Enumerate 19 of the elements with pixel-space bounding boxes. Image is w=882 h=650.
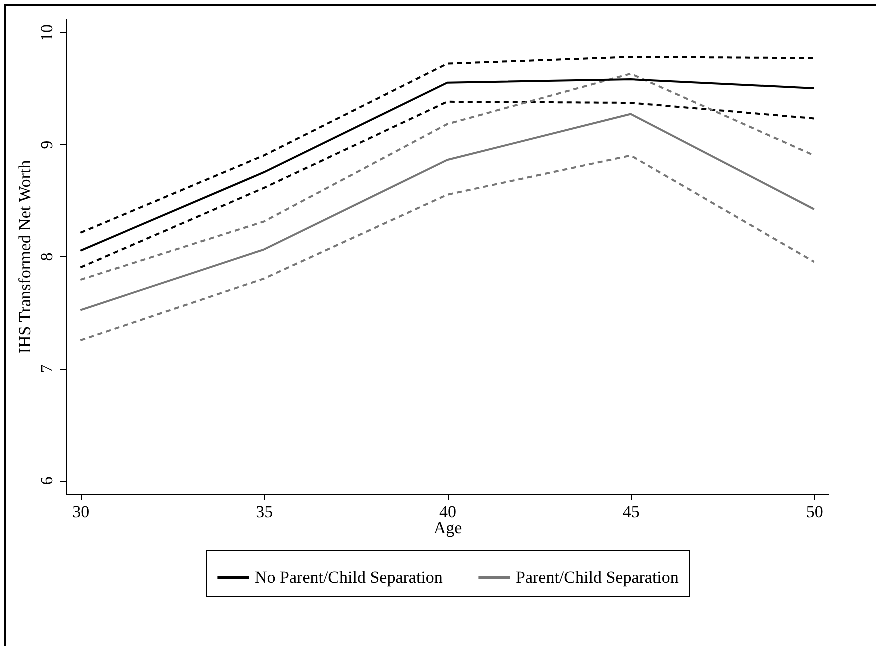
line-series xyxy=(80,113,816,312)
legend-label: No Parent/Child Separation xyxy=(255,568,444,587)
y-tick-label: 9 xyxy=(38,140,56,150)
x-tick-label: 30 xyxy=(72,502,90,522)
line-series xyxy=(80,56,816,234)
x-tick-label: 50 xyxy=(806,502,824,522)
y-tick-label: 8 xyxy=(38,252,56,262)
y-tick-label: 10 xyxy=(38,24,56,42)
line-series xyxy=(80,100,816,269)
line-series xyxy=(80,154,816,342)
y-tick-label: 6 xyxy=(38,476,56,486)
line-series xyxy=(80,78,816,252)
y-axis-title: IHS Transformed Net Worth xyxy=(16,160,34,354)
x-tick-label: 35 xyxy=(256,502,274,522)
x-tick-label: 40 xyxy=(440,502,456,522)
legend-label: Parent/Child Separation xyxy=(516,568,680,587)
y-tick-label: 7 xyxy=(38,364,56,374)
x-axis-title: Age xyxy=(434,518,462,538)
x-tick-label: 45 xyxy=(622,502,640,522)
